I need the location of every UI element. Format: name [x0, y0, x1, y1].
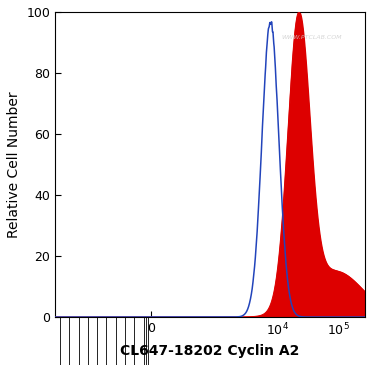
X-axis label: CL647-18202 Cyclin A2: CL647-18202 Cyclin A2 — [121, 344, 300, 358]
Text: WWW.PTCLAB.COM: WWW.PTCLAB.COM — [281, 35, 342, 41]
Y-axis label: Relative Cell Number: Relative Cell Number — [7, 91, 21, 238]
